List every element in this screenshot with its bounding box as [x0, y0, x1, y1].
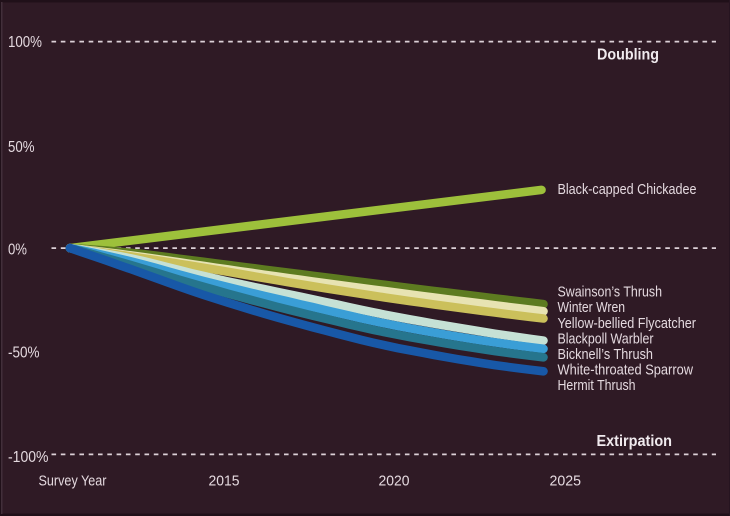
- svg-text:50%: 50%: [8, 139, 35, 156]
- svg-text:Blackpoll Warbler: Blackpoll Warbler: [558, 330, 654, 347]
- svg-text:2015: 2015: [209, 473, 240, 490]
- svg-text:Doubling: Doubling: [597, 47, 659, 64]
- svg-text:0%: 0%: [8, 242, 27, 259]
- svg-text:100%: 100%: [8, 34, 42, 51]
- svg-text:Survey Year: Survey Year: [39, 473, 107, 490]
- svg-text:White-throated Sparrow: White-throated Sparrow: [558, 362, 694, 379]
- svg-text:Bicknell’s Thrush: Bicknell’s Thrush: [558, 346, 654, 363]
- svg-text:Yellow-bellied Flycatcher: Yellow-bellied Flycatcher: [558, 315, 697, 332]
- svg-text:-100%: -100%: [8, 449, 49, 466]
- svg-text:Hermit Thrush: Hermit Thrush: [558, 377, 636, 394]
- svg-text:Winter Wren: Winter Wren: [558, 299, 626, 316]
- svg-text:-50%: -50%: [8, 345, 40, 362]
- svg-text:2020: 2020: [379, 473, 410, 490]
- svg-text:Black-capped Chickadee: Black-capped Chickadee: [558, 181, 697, 198]
- svg-text:Extirpation: Extirpation: [597, 433, 673, 450]
- svg-text:Swainson’s Thrush: Swainson’s Thrush: [558, 284, 663, 301]
- svg-text:2025: 2025: [550, 473, 582, 490]
